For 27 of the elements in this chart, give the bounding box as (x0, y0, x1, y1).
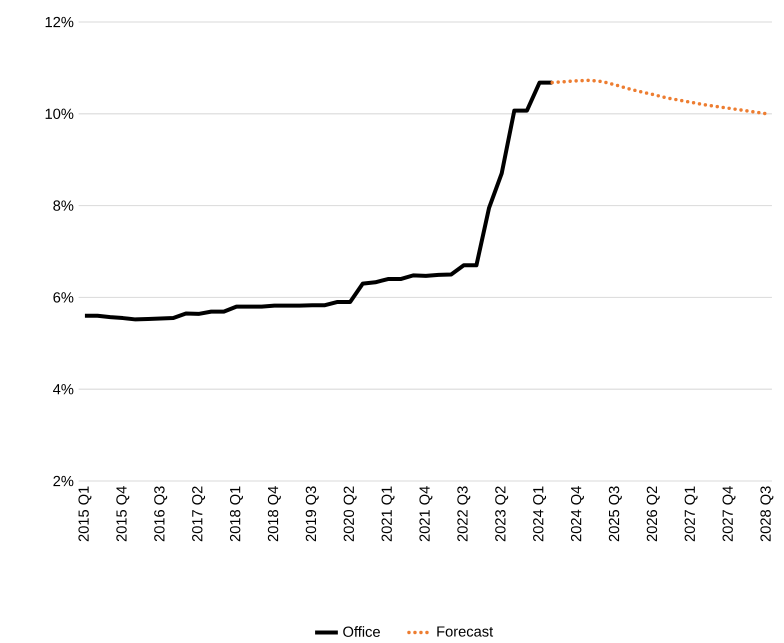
x-tick-label: 2026 Q2 (646, 486, 660, 542)
x-tick-label: 2020 Q2 (344, 486, 357, 542)
x-tick-label: 2018 Q1 (230, 486, 243, 542)
x-tick-label: 2016 Q3 (154, 486, 168, 542)
x-tick-label: 2015 Q1 (78, 486, 92, 542)
y-tick-label: 12% (46, 16, 74, 28)
y-tick-label: 8% (53, 200, 74, 211)
y-tick-label: 10% (46, 108, 74, 119)
legend-label: Office (343, 626, 380, 637)
legend-label: Forecast (437, 626, 494, 637)
x-tick-label: 2019 Q3 (306, 486, 319, 542)
x-tick-label: 2021 Q4 (419, 486, 432, 542)
x-tick-label: 2028 Q3 (760, 486, 774, 542)
x-tick-label: 2024 Q1 (533, 486, 546, 542)
x-tick-label: 2015 Q4 (116, 486, 130, 542)
y-tick-label: 6% (53, 292, 74, 303)
x-tick-label: 2022 Q3 (457, 486, 470, 542)
x-tick-label: 2018 Q4 (268, 486, 281, 542)
x-tick-label: 2025 Q3 (608, 486, 622, 542)
x-tick-label: 2021 Q1 (382, 486, 395, 542)
y-tick-label: 4% (53, 384, 74, 394)
x-tick-label: 2024 Q4 (570, 486, 584, 542)
x-tick-label: 2027 Q4 (722, 486, 736, 542)
x-tick-label: 2017 Q2 (192, 486, 206, 542)
x-tick-label: 2023 Q2 (495, 486, 508, 542)
y-tick-label: 2% (53, 476, 74, 486)
x-tick-label: 2027 Q1 (684, 486, 698, 542)
